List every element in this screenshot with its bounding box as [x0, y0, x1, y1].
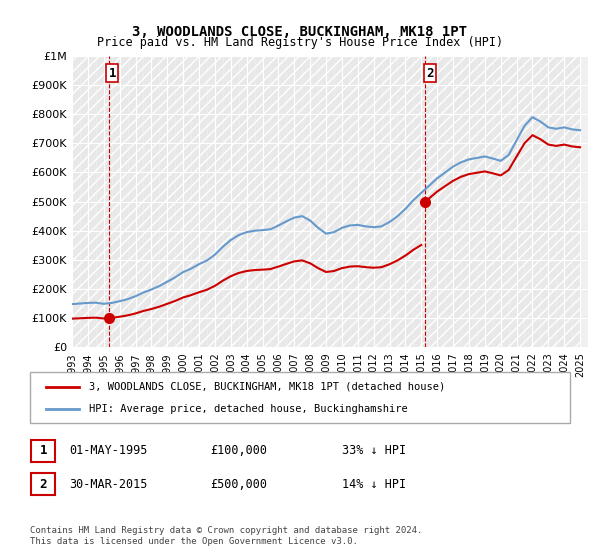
Text: 3, WOODLANDS CLOSE, BUCKINGHAM, MK18 1PT: 3, WOODLANDS CLOSE, BUCKINGHAM, MK18 1PT: [133, 25, 467, 39]
Text: 14% ↓ HPI: 14% ↓ HPI: [342, 478, 406, 491]
Text: £100,000: £100,000: [210, 444, 267, 458]
Text: 30-MAR-2015: 30-MAR-2015: [69, 478, 148, 491]
Text: Price paid vs. HM Land Registry's House Price Index (HPI): Price paid vs. HM Land Registry's House …: [97, 36, 503, 49]
Text: 1: 1: [109, 67, 116, 80]
Text: 2: 2: [40, 478, 47, 491]
Text: HPI: Average price, detached house, Buckinghamshire: HPI: Average price, detached house, Buck…: [89, 404, 408, 414]
FancyBboxPatch shape: [31, 440, 55, 462]
FancyBboxPatch shape: [30, 372, 570, 423]
Text: 3, WOODLANDS CLOSE, BUCKINGHAM, MK18 1PT (detached house): 3, WOODLANDS CLOSE, BUCKINGHAM, MK18 1PT…: [89, 381, 446, 391]
Text: £500,000: £500,000: [210, 478, 267, 491]
Text: 1: 1: [40, 444, 47, 458]
Text: 01-MAY-1995: 01-MAY-1995: [69, 444, 148, 458]
Text: Contains HM Land Registry data © Crown copyright and database right 2024.
This d: Contains HM Land Registry data © Crown c…: [30, 526, 422, 546]
Text: 33% ↓ HPI: 33% ↓ HPI: [342, 444, 406, 458]
Text: 2: 2: [426, 67, 434, 80]
FancyBboxPatch shape: [31, 473, 55, 496]
